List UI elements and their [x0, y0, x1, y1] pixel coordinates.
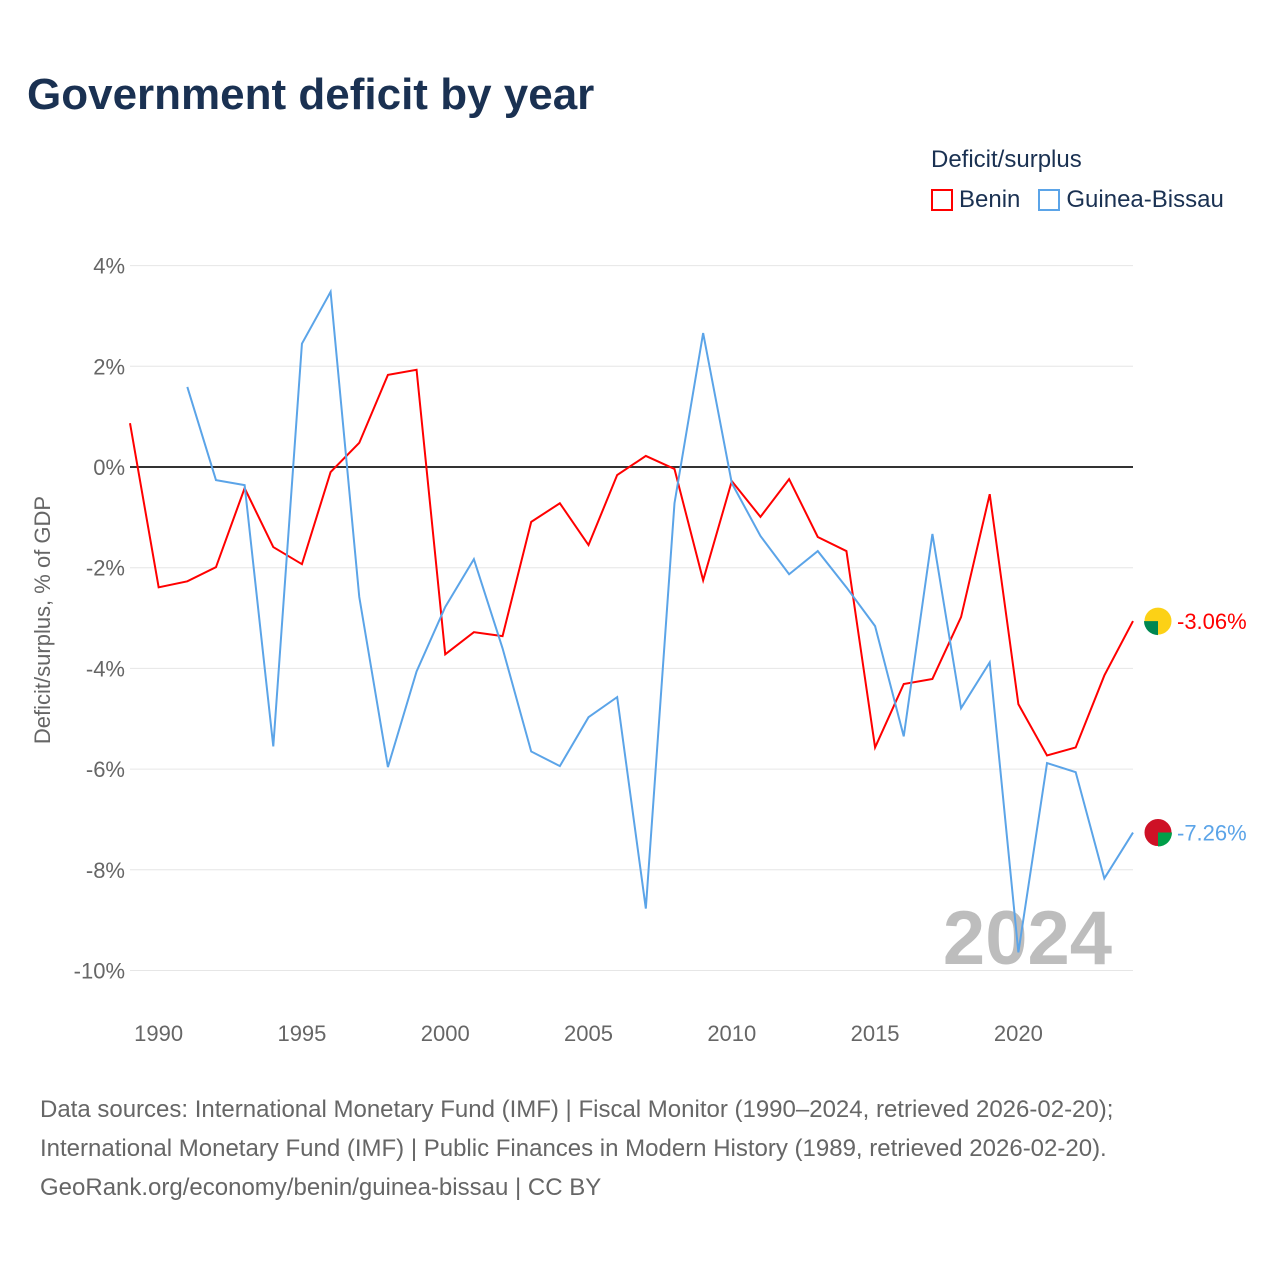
y-tick-label: 0%: [93, 455, 125, 480]
y-axis-label: Deficit/surplus, % of GDP: [30, 496, 55, 744]
x-tick-label: 1995: [277, 1021, 326, 1046]
x-tick-label: 2010: [707, 1021, 756, 1046]
end-label-benin: -3.06%: [1177, 609, 1247, 634]
y-tick-label: -8%: [86, 858, 125, 883]
flag-part: [1144, 621, 1158, 636]
chart-title: Government deficit by year: [27, 70, 595, 119]
y-tick-label: -10%: [74, 959, 125, 984]
footer-source-2: International Monetary Fund (IMF) | Publ…: [40, 1135, 1107, 1162]
y-tick-label: -4%: [86, 656, 125, 681]
y-tick-label: 4%: [93, 254, 125, 279]
x-tick-label: 2015: [851, 1021, 900, 1046]
legend-item-benin[interactable]: Benin: [931, 186, 1020, 214]
legend-swatch-benin: [931, 189, 953, 211]
x-tick-label: 2000: [421, 1021, 470, 1046]
legend: Benin Guinea-Bissau: [931, 186, 1224, 214]
x-tick-label: 2005: [564, 1021, 613, 1046]
legend-label-guinea-bissau: Guinea-Bissau: [1066, 186, 1224, 213]
legend-item-guinea-bissau[interactable]: Guinea-Bissau: [1038, 186, 1224, 214]
legend-title: Deficit/surplus: [931, 146, 1082, 173]
footer: Data sources: International Monetary Fun…: [40, 1090, 1113, 1207]
footer-source-1: Data sources: International Monetary Fun…: [40, 1096, 1114, 1123]
series-line-guinea-bissau: [186, 288, 1134, 953]
series-line-benin: [129, 368, 1134, 757]
flag-part: [1158, 832, 1172, 847]
end-label-guinea-bissau: -7.26%: [1177, 821, 1247, 846]
legend-swatch-guinea-bissau: [1038, 189, 1061, 211]
y-tick-label: 2%: [93, 354, 125, 379]
y-tick-label: -6%: [86, 757, 125, 782]
year-watermark: 2024: [943, 896, 1112, 981]
legend-label-benin: Benin: [959, 186, 1021, 213]
footer-link: GeoRank.org/economy/benin/guinea-bissau …: [40, 1174, 602, 1201]
x-tick-label: 2020: [994, 1021, 1043, 1046]
x-tick-label: 1990: [134, 1021, 183, 1046]
y-tick-label: -2%: [86, 556, 125, 581]
